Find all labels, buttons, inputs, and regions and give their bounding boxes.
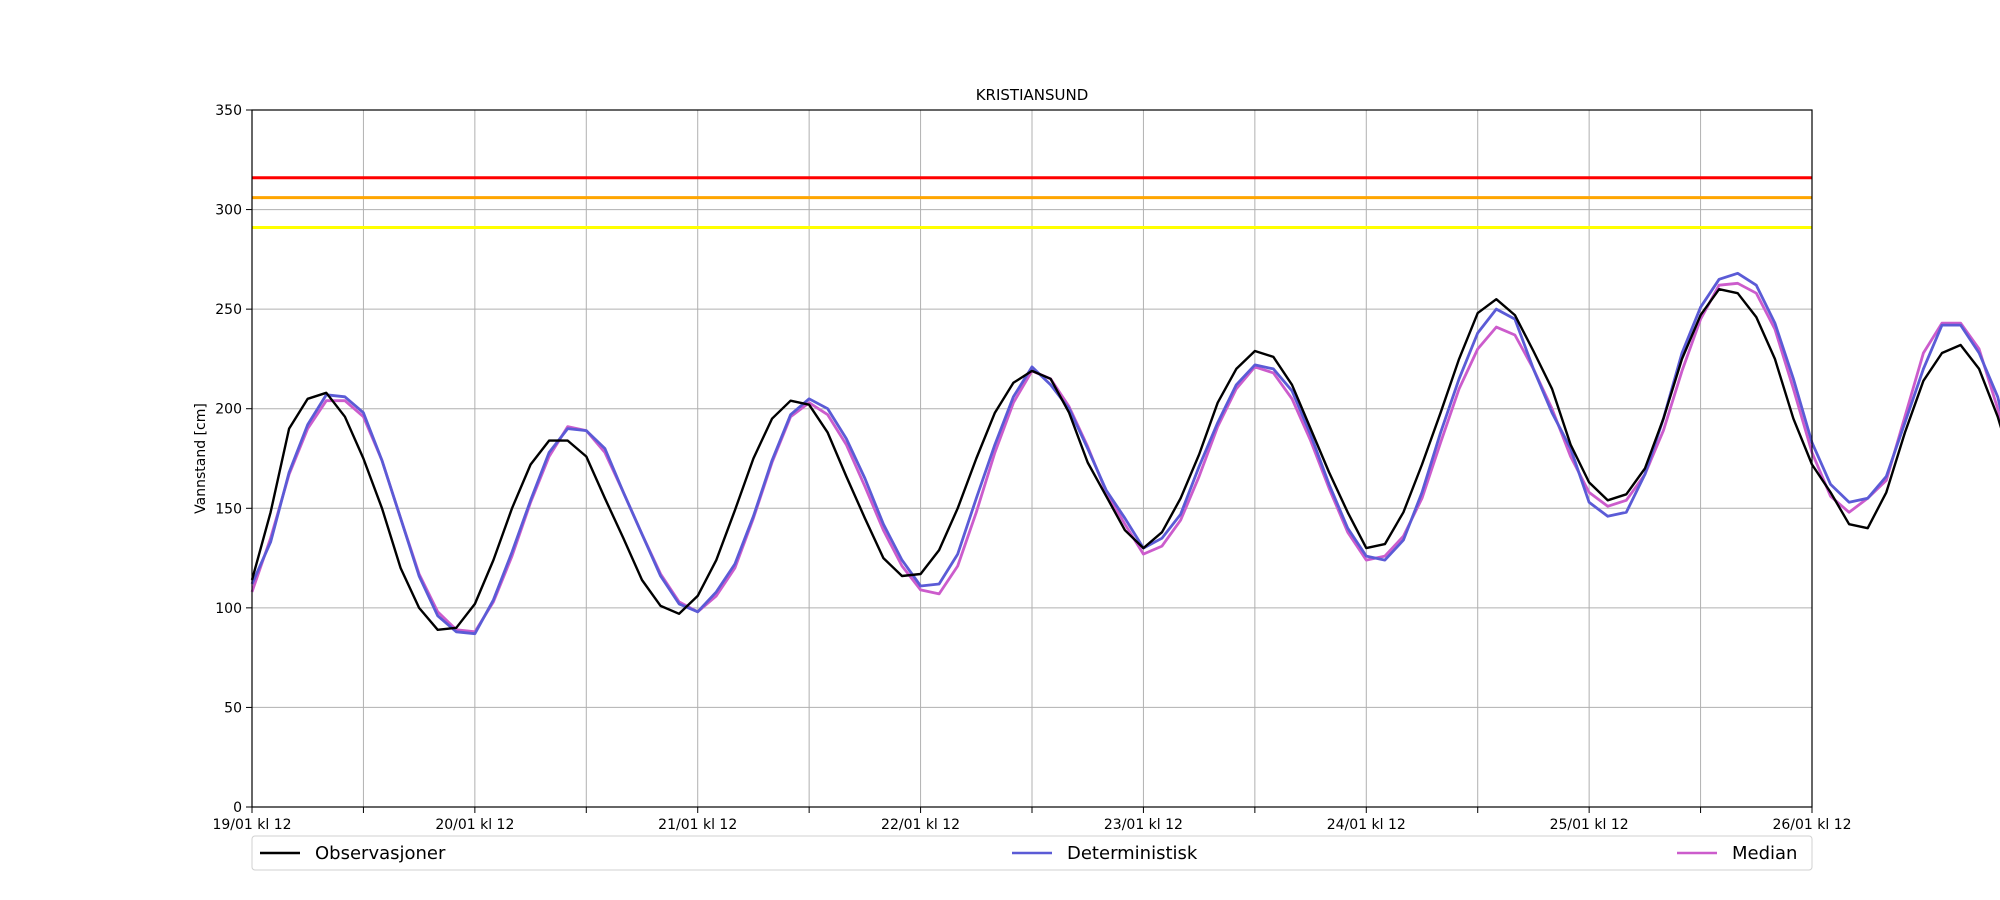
x-tick-label: 24/01 kl 12 (1327, 817, 1406, 833)
legend-label: Deterministisk (1067, 843, 1198, 864)
y-tick-label: 100 (215, 601, 242, 617)
x-tick-label: 21/01 kl 12 (658, 817, 737, 833)
x-tick-label: 26/01 kl 12 (1772, 817, 1851, 833)
y-tick-label: 300 (215, 203, 242, 219)
x-tick-label: 25/01 kl 12 (1550, 817, 1629, 833)
y-tick-label: 150 (215, 501, 242, 517)
y-tick-label: 350 (215, 103, 242, 119)
x-axis-ticks: 19/01 kl 12 20/01 kl 12 21/01 kl 12 22/01 k… (212, 807, 1852, 833)
y-tick-label: 250 (215, 302, 242, 318)
data-series (250, 271, 2000, 636)
y-tick-label: 200 (215, 402, 242, 418)
legend-label: Observasjoner (315, 843, 446, 864)
chart-title: KRISTIANSUND (976, 86, 1089, 104)
x-tick-label: 20/01 kl 12 (435, 817, 514, 833)
x-tick-label: 22/01 kl 12 (881, 817, 960, 833)
y-axis-ticks: 0 50 100 150 200 250 300 350 (215, 103, 252, 816)
y-tick-label: 0 (233, 800, 242, 816)
legend: Observasjoner Deterministisk Median (251, 835, 1813, 871)
series-line-observasjoner (250, 288, 2000, 631)
legend-label: Median (1732, 843, 1797, 864)
x-tick-label: 23/01 kl 12 (1104, 817, 1183, 833)
threshold-lines (252, 176, 1812, 229)
x-tick-label: 19/01 kl 12 (212, 817, 291, 833)
y-tick-label: 50 (224, 700, 242, 716)
series-line-deterministisk (250, 271, 2000, 636)
y-axis-label: Vannstand [cm] (193, 403, 209, 514)
